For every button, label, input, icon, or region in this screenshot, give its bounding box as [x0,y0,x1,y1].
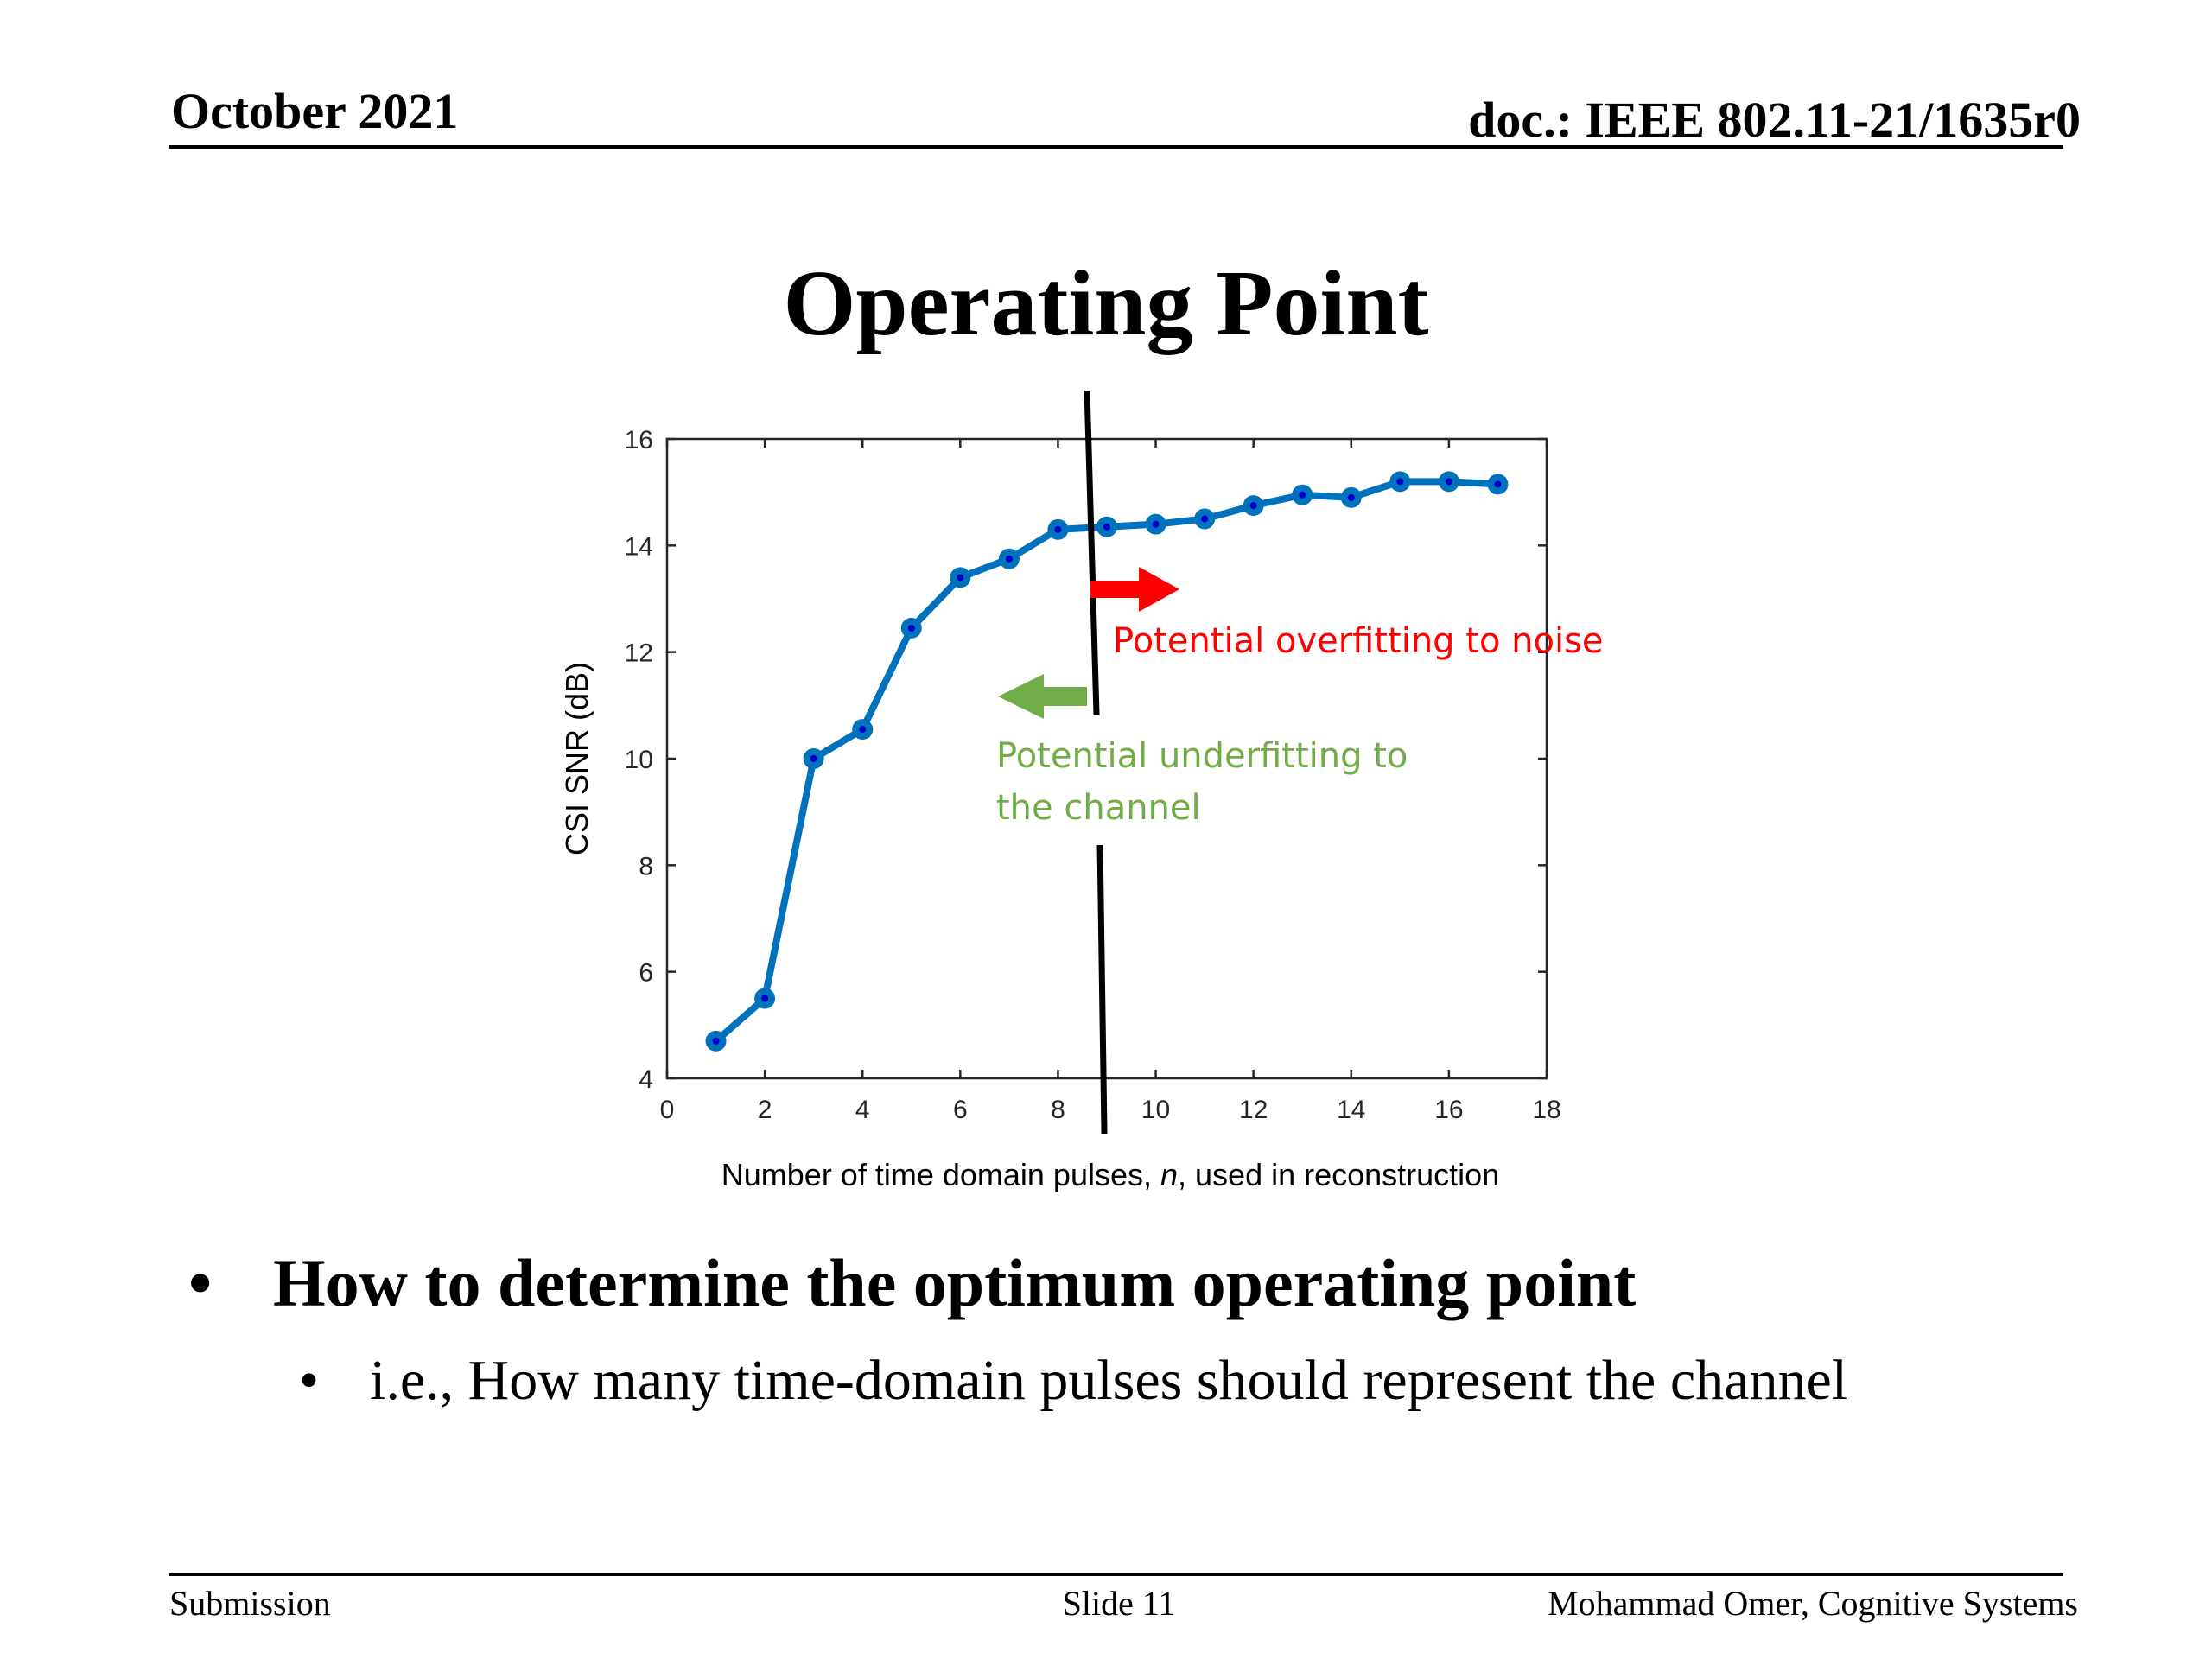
data-point-center [1494,480,1502,488]
chart-annotations: Potential overfitting to noise Potential… [996,390,1604,1135]
y-tick-label: 14 [625,532,653,561]
footer-rule [169,1573,2063,1576]
data-point-center [1152,520,1160,528]
bullet-level2-text: i.e., How many time-domain pulses should… [370,1349,1848,1412]
x-tick-label: 12 [1239,1096,1268,1124]
header-rule [169,145,2063,149]
y-tick-label: 4 [639,1065,653,1094]
underfit-arrow-icon [998,674,1087,719]
footer-slide-number: Slide 11 [1062,1584,1176,1623]
bullet-level1: • How to determine the optimum operating… [188,1244,1636,1322]
data-point-center [1445,478,1452,486]
x-axis-label-part1: Number of time domain pulses, [721,1157,1160,1192]
data-point-center [1249,502,1257,510]
y-axis-label: CSI SNR (dB) [559,662,594,855]
underfit-label-line1: Potential underfitting to [996,736,1408,776]
chart-series [705,471,1509,1052]
data-point-center [761,995,769,1002]
bullet-dot: • [188,1245,213,1320]
x-tick-label: 10 [1141,1096,1170,1124]
chart-axes: 0 2 4 6 8 10 12 14 16 18 4 6 8 10 12 14 16 [625,426,1561,1124]
footer-author: Mohammad Omer, Cognitive Systems [1548,1584,2078,1623]
x-tick-label: 0 [660,1096,675,1124]
header-date: October 2021 [171,83,459,139]
x-tick-label: 8 [1051,1096,1065,1124]
y-tick-label: 10 [625,746,653,774]
bullet-level2: • i.e., How many time-domain pulses shou… [299,1348,1847,1414]
data-point-center [1103,523,1110,531]
data-point-center [1396,478,1404,486]
header-doc-id: doc.: IEEE 802.11-21/1635r0 [1468,92,2081,148]
data-point-center [1005,555,1013,563]
x-axis-label-var: n [1160,1157,1178,1192]
y-tick-label: 16 [625,426,653,454]
data-point-center [712,1037,720,1045]
x-tick-label: 2 [758,1096,772,1124]
data-point-center [810,755,817,762]
y-tick-label: 12 [625,639,653,668]
x-tick-label: 16 [1434,1096,1463,1124]
data-point-center [907,624,915,632]
x-tick-label: 4 [855,1096,870,1124]
data-point-center [1347,493,1355,501]
snr-chart: 0 2 4 6 8 10 12 14 16 18 4 6 8 10 12 14 16 Potential ove… [559,390,1604,1192]
data-point-center [1201,515,1209,523]
bullet-dot: • [299,1349,320,1412]
x-tick-label: 6 [953,1096,968,1124]
x-axis-label-part2: , used in reconstruction [1178,1157,1499,1192]
y-tick-label: 8 [639,852,653,880]
x-tick-label: 18 [1532,1096,1560,1124]
data-point-center [859,726,867,734]
operating-point-divider-lower [1096,844,1108,1135]
operating-point-divider-upper [1084,390,1100,716]
slide-title: Operating Point [783,252,1429,355]
bullet-level1-text: How to determine the optimum operating p… [273,1245,1637,1320]
underfit-label-line2: the channel [996,788,1201,828]
data-point-center [957,574,964,582]
x-axis-label: Number of time domain pulses, n, used in… [721,1157,1499,1192]
overfit-label: Potential overfitting to noise [1113,621,1604,661]
data-point-center [1299,491,1306,499]
overfit-arrow-icon [1090,567,1179,612]
x-tick-label: 14 [1337,1096,1365,1124]
footer-submission: Submission [169,1584,331,1623]
y-tick-label: 6 [639,959,653,988]
data-point-center [1054,525,1062,533]
